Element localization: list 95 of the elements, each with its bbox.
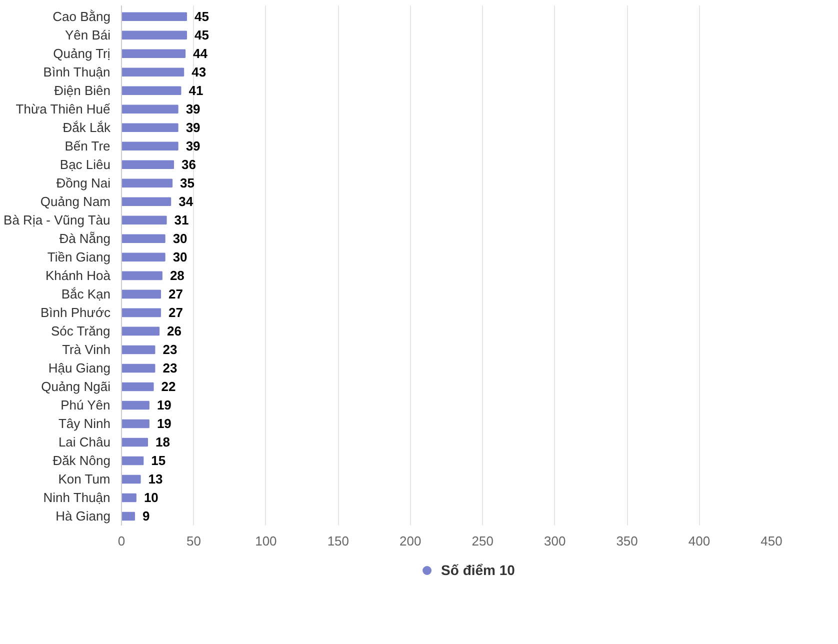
y-tick-label: Đăk Nông (52, 453, 111, 468)
data-label: 44 (193, 46, 208, 62)
y-tick-label: Ninh Thuận (43, 490, 110, 506)
bar (122, 456, 144, 466)
data-label: 22 (161, 379, 176, 394)
bar (122, 160, 174, 170)
x-tick-label: 300 (544, 534, 566, 548)
y-tick-label: Hậu Giang (48, 360, 111, 376)
y-tick-label: Tiền Giang (47, 250, 110, 265)
y-tick-label: Bến Tre (64, 138, 110, 154)
y-tick-label: Quảng Nam (40, 194, 111, 210)
y-tick-label: Quảng Ngãi (41, 379, 111, 394)
data-label: 26 (167, 324, 182, 339)
data-label: 45 (194, 28, 209, 43)
y-tick-label: Cao Bằng (52, 9, 111, 24)
data-label: 9 (142, 508, 150, 524)
y-tick-label: Hà Giang (56, 508, 110, 524)
data-label: 43 (192, 64, 206, 80)
bar (122, 364, 156, 373)
data-label: 15 (151, 453, 166, 468)
x-tick-label: 450 (760, 534, 782, 548)
data-label: 31 (174, 212, 189, 228)
data-label: 30 (172, 250, 188, 265)
bar (122, 382, 154, 392)
x-tick-label: 350 (616, 534, 638, 548)
x-tick-label: 200 (400, 534, 422, 548)
data-label: 39 (186, 102, 200, 117)
x-tick-label: 0 (118, 534, 126, 548)
data-label: 23 (162, 360, 178, 376)
data-label: 35 (180, 176, 195, 191)
bar (122, 493, 136, 502)
data-label: 36 (182, 157, 196, 172)
data-label: 39 (186, 138, 200, 154)
y-tick-label: Lai Châu (58, 434, 111, 450)
bar (122, 123, 178, 132)
data-label: 27 (168, 286, 183, 302)
bar (122, 68, 184, 77)
bar (122, 86, 182, 96)
data-label: 10 (144, 490, 158, 506)
bar (122, 512, 135, 521)
data-label: 19 (156, 416, 172, 432)
bar (122, 290, 161, 299)
y-tick-label: Quảng Trị (53, 46, 110, 62)
bar (122, 419, 150, 428)
bar (122, 197, 172, 206)
y-tick-label: Bắc Kạn (61, 286, 111, 302)
bar (122, 30, 187, 40)
data-label: 27 (168, 305, 183, 320)
y-tick-label: Trà Vinh (62, 342, 111, 358)
bar (122, 104, 178, 114)
y-tick-label: Khánh Hoà (45, 268, 112, 284)
bar (122, 49, 186, 58)
y-tick-label: Bạc Liêu (60, 157, 111, 172)
data-label: 28 (170, 268, 184, 284)
y-tick-label: Thừa Thiên Huế (16, 102, 112, 117)
y-tick-label: Phú Yên (60, 398, 110, 413)
bar (122, 400, 150, 410)
data-label: 34 (178, 194, 194, 210)
data-label: 30 (172, 231, 188, 246)
data-label: 45 (194, 9, 209, 24)
data-label: 18 (156, 434, 170, 450)
bar (122, 438, 148, 447)
y-tick-label: Sóc Trăng (51, 324, 110, 339)
legend-label: Số điểm 10 (441, 562, 515, 578)
y-tick-label: Đồng Nai (56, 176, 111, 191)
bar (122, 326, 160, 336)
y-tick-label: Tây Ninh (58, 416, 111, 432)
data-label: 19 (156, 398, 172, 413)
data-label: 41 (188, 83, 204, 98)
y-tick-label: Đà Nẵng (59, 231, 111, 246)
y-tick-label: Điện Biên (54, 83, 111, 98)
y-tick-label: Yên Bái (64, 28, 111, 43)
bar (122, 271, 162, 280)
x-tick-label: 250 (472, 534, 494, 548)
y-tick-label: Bình Phước (40, 305, 111, 320)
bar (122, 142, 178, 151)
x-tick-label: 400 (688, 534, 710, 548)
bar (122, 252, 166, 262)
bar (122, 216, 167, 225)
bar (122, 474, 141, 484)
y-tick-label: Đắk Lắk (62, 120, 111, 136)
bar (122, 178, 173, 188)
x-tick-label: 50 (186, 534, 201, 548)
bar (122, 345, 156, 354)
x-tick-label: 100 (255, 534, 277, 548)
bar (122, 12, 187, 21)
data-label: 13 (148, 472, 163, 487)
y-tick-label: Kon Tum (58, 472, 110, 487)
bar (122, 308, 161, 318)
bar (122, 234, 166, 244)
y-tick-label: Bình Thuận (43, 64, 110, 80)
x-tick-label: 150 (327, 534, 350, 548)
data-label: 23 (162, 342, 178, 358)
y-tick-label: Bà Rịa - Vũng Tàu (4, 212, 110, 228)
data-label: 39 (186, 120, 200, 136)
